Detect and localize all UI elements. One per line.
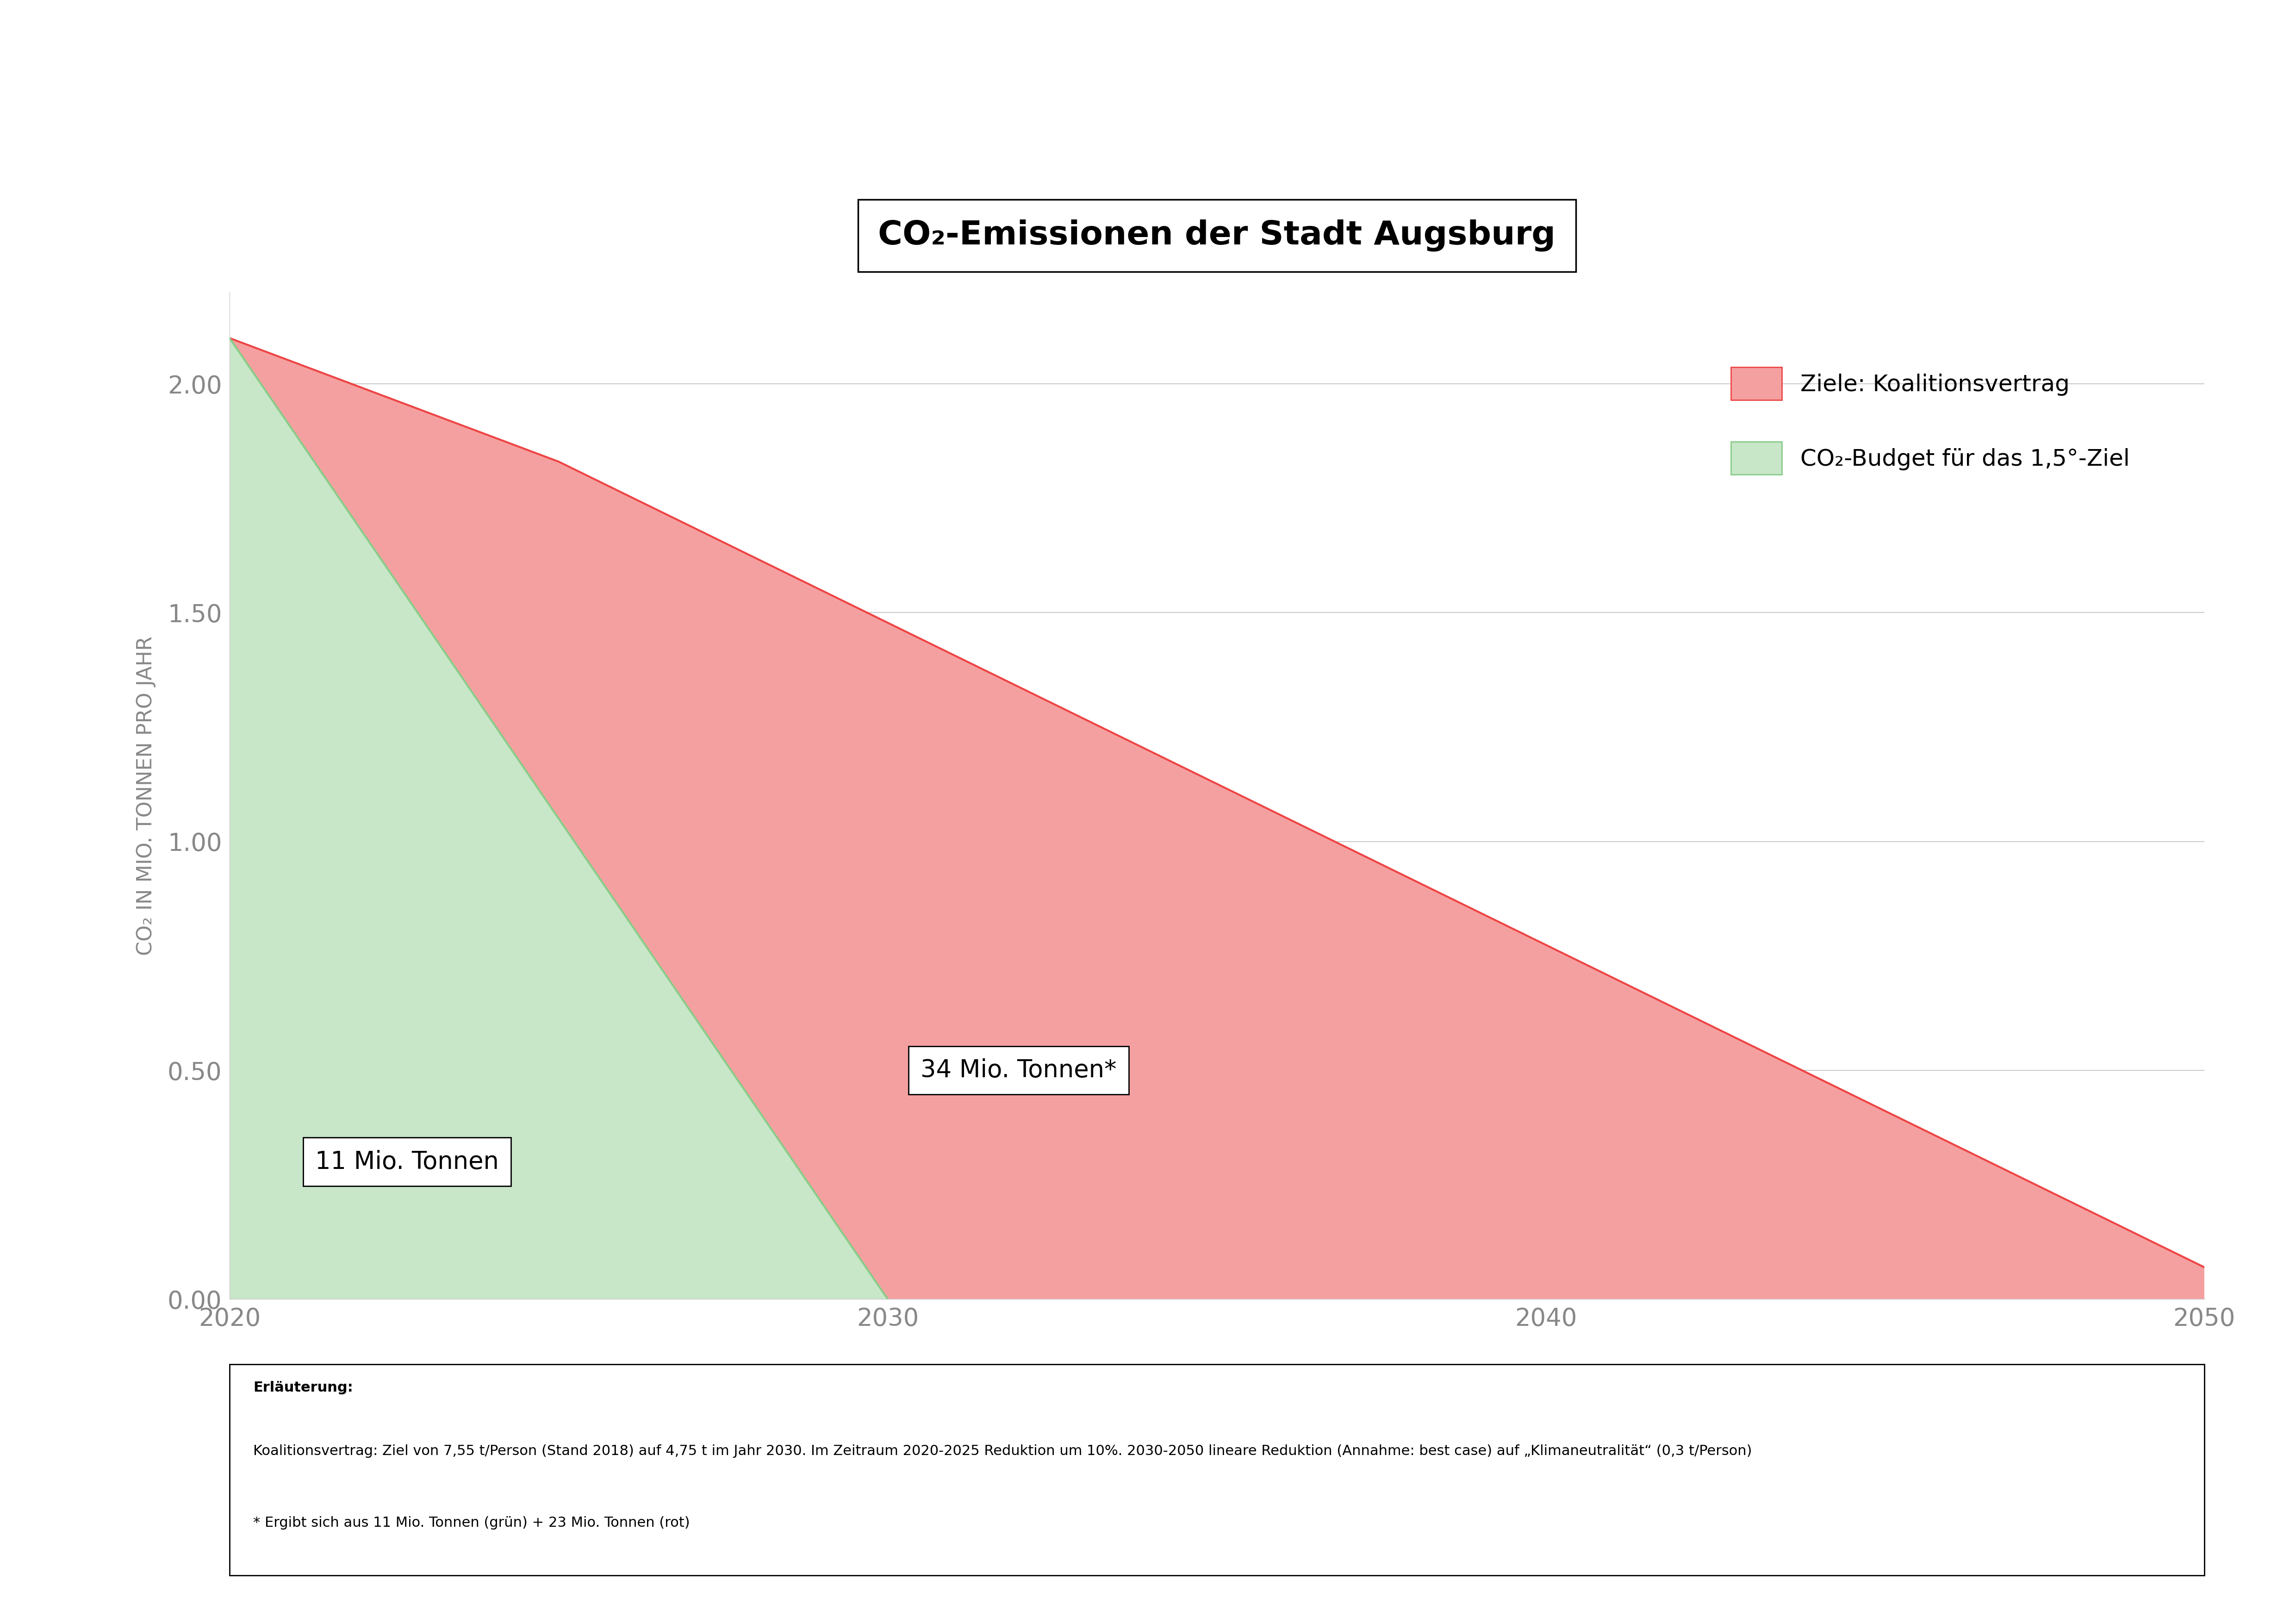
Polygon shape (230, 338, 889, 1299)
FancyBboxPatch shape (230, 1364, 2204, 1575)
Polygon shape (230, 338, 2204, 1299)
Legend: Ziele: Koalitionsvertrag, CO₂-Budget für das 1,5°-Ziel: Ziele: Koalitionsvertrag, CO₂-Budget für… (1708, 344, 2154, 497)
Text: Erläuterung:: Erläuterung: (253, 1380, 354, 1395)
Text: Koalitionsvertrag: Ziel von 7,55 t/Person (Stand 2018) auf 4,75 t im Jahr 2030. : Koalitionsvertrag: Ziel von 7,55 t/Perso… (253, 1444, 1752, 1458)
Text: 11 Mio. Tonnen: 11 Mio. Tonnen (315, 1150, 498, 1174)
Text: CO₂-Emissionen der Stadt Augsburg: CO₂-Emissionen der Stadt Augsburg (877, 219, 1557, 252)
Text: * Ergibt sich aus 11 Mio. Tonnen (grün) + 23 Mio. Tonnen (rot): * Ergibt sich aus 11 Mio. Tonnen (grün) … (253, 1517, 691, 1530)
Text: 34 Mio. Tonnen*: 34 Mio. Tonnen* (921, 1059, 1116, 1083)
Y-axis label: CO₂ IN MIO. TONNEN PRO JAHR: CO₂ IN MIO. TONNEN PRO JAHR (135, 637, 156, 955)
